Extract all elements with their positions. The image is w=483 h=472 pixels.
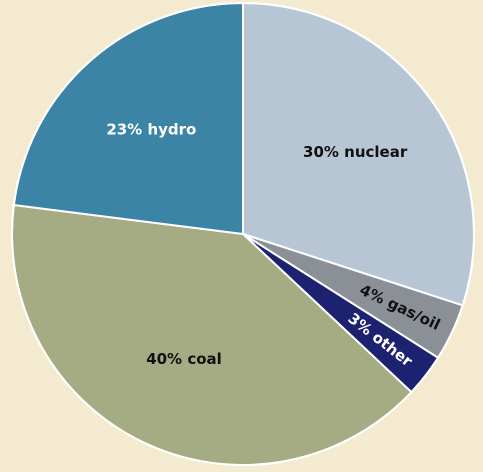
slice-label: 40% coal [146,350,222,368]
slice-label: 30% nuclear [303,143,408,161]
slice-label: 23% hydro [106,121,196,139]
pie-outline [11,2,475,466]
